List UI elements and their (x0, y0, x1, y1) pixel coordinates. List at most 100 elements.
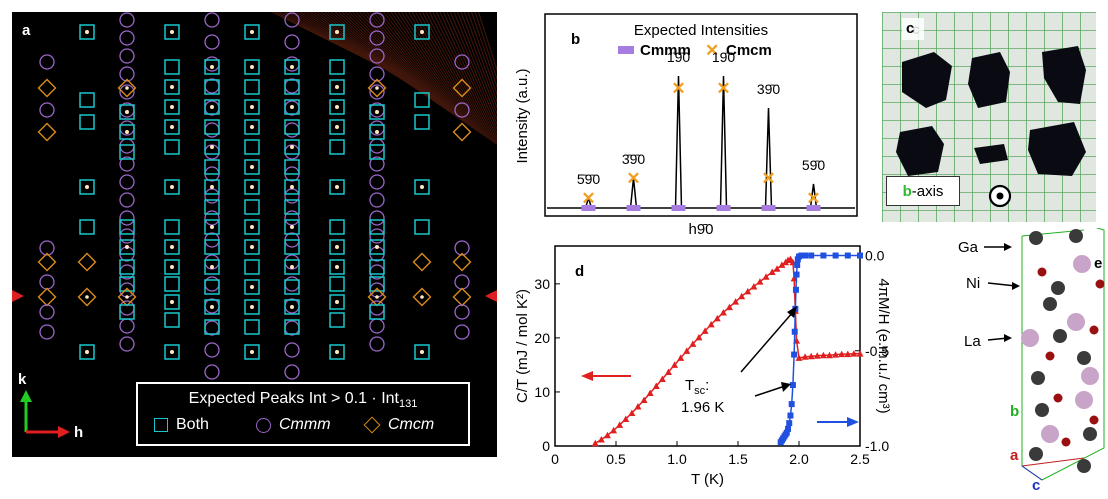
y-right-tick-label: 0.0 (865, 248, 885, 264)
panel-label-a: a (22, 22, 31, 39)
ct-data-point (801, 353, 809, 360)
circle-peak-marker (204, 12, 220, 28)
circle-peak-marker (119, 48, 135, 64)
circle-peak-marker (204, 320, 220, 336)
diffraction-spot (210, 65, 214, 69)
circle-peak-marker (39, 274, 55, 290)
ct-data-point (838, 350, 846, 358)
circle-peak-marker (369, 138, 385, 154)
specific-heat-chart-svg: 0 0.5 1.0 1.5 2.0 2.5 0 10 20 30 0.0 -0.5 -1.0 T (K) C… (514, 245, 892, 488)
square-peak-marker (119, 219, 135, 235)
square-peak-marker (244, 139, 260, 155)
tsc-annotation: Tsc: (685, 377, 709, 397)
diffraction-spot (420, 185, 424, 189)
square-peak-marker (414, 114, 430, 130)
ga-atom (1051, 281, 1065, 295)
circle-peak-marker (284, 34, 300, 50)
peak-label: 1̄9̄0 (667, 49, 691, 65)
circle-symbol-icon (256, 417, 271, 433)
diffraction-spot (250, 350, 254, 354)
panel-label-b: b (571, 31, 580, 48)
circle-peak-marker (369, 84, 385, 100)
circle-peak-marker (369, 174, 385, 190)
ga-atom (1029, 447, 1043, 461)
diffraction-spot (170, 350, 174, 354)
circle-peak-marker (369, 228, 385, 244)
ct-data-point (695, 333, 703, 341)
square-peak-marker (329, 139, 345, 155)
diffraction-spot (85, 295, 89, 299)
legend-item-cmmm: Cmmm (256, 416, 331, 434)
square-peak-marker (284, 279, 300, 295)
ct-data-point (707, 320, 715, 328)
ga-atom (1077, 351, 1091, 365)
circle-peak-marker (284, 364, 300, 380)
square-peak-marker (284, 299, 300, 315)
circle-peak-marker (119, 228, 135, 244)
circle-peak-marker (454, 240, 470, 256)
diffraction-spot (170, 125, 174, 129)
square-peak-marker (164, 276, 180, 292)
ni-atom (1053, 393, 1063, 403)
x-tick-label: 2.5 (850, 451, 870, 467)
square-peak-marker (164, 259, 180, 275)
k-axis-label: k (18, 371, 27, 388)
la-atom (1073, 255, 1091, 273)
square-peak-marker (284, 59, 300, 75)
square-peak-marker (79, 344, 95, 360)
axis-label-b: b (1010, 403, 1019, 420)
diamond-peak-marker (117, 78, 137, 98)
h-axis-label: h (74, 424, 83, 441)
square-peak-marker (244, 24, 260, 40)
square-peak-marker (329, 99, 345, 115)
diamond-peak-marker (452, 122, 472, 142)
diamond-peak-marker (37, 122, 57, 142)
square-peak-marker (369, 219, 385, 235)
diffraction-spot (335, 125, 339, 129)
ct-data-point (725, 303, 733, 311)
ga-atom (1035, 403, 1049, 417)
circle-peak-marker (369, 156, 385, 172)
ct-data-point (610, 426, 618, 434)
peak-label: 19̄0 (712, 49, 736, 65)
y-left-tick-label: 0 (542, 438, 550, 454)
circle-peak-marker (119, 210, 135, 226)
diffraction-spot (250, 30, 254, 34)
diamond-peak-marker (412, 287, 432, 307)
circle-peak-marker (204, 188, 220, 204)
ct-data-point (664, 368, 672, 375)
x-tick-label: 2.0 (789, 451, 809, 467)
circle-peak-marker (119, 66, 135, 82)
ct-data-point (591, 439, 599, 447)
cmmm-bar-marker (761, 205, 776, 211)
magnetization-data-point (808, 252, 815, 259)
ct-data-point (832, 351, 840, 358)
circle-peak-marker (284, 122, 300, 138)
diamond-peak-marker (37, 252, 57, 272)
circle-peak-marker (369, 12, 385, 28)
square-peak-marker (329, 294, 345, 310)
ct-data-point (813, 352, 821, 359)
circle-peak-marker (119, 282, 135, 298)
ct-data-point (671, 361, 679, 368)
square-peak-marker (244, 179, 260, 195)
square-peak-marker (164, 239, 180, 255)
atom-label-ni: Ni (966, 275, 980, 292)
magnetization-data-point (785, 425, 792, 432)
square-peak-marker (79, 219, 95, 235)
circle-peak-marker (119, 12, 135, 28)
diamond-peak-marker (77, 252, 97, 272)
legend-item-both: Both (154, 416, 209, 434)
square-peak-marker (119, 304, 135, 320)
diffraction-spot (250, 185, 254, 189)
la-atom (1081, 367, 1099, 385)
circle-peak-marker (39, 240, 55, 256)
square-peak-marker (164, 344, 180, 360)
diffraction-spot (335, 300, 339, 304)
square-peak-marker (119, 104, 135, 120)
ni-atom (1061, 437, 1071, 447)
diffraction-spot (170, 265, 174, 269)
diffraction-spot (125, 245, 129, 249)
circle-peak-marker (39, 54, 55, 70)
